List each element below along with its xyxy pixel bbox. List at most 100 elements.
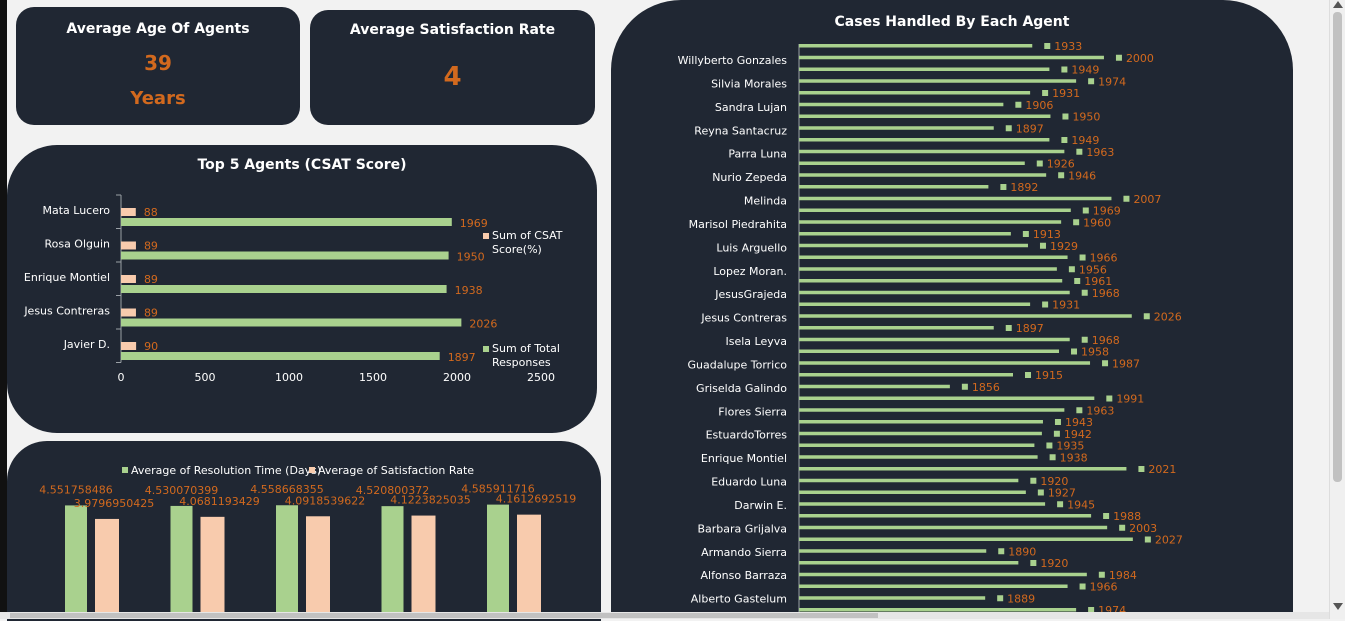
- cases-data-label: 1927: [1048, 487, 1076, 500]
- cases-data-label: 1991: [1116, 393, 1144, 406]
- scroll-down-arrow-icon[interactable]: [1333, 603, 1343, 610]
- resolution-time-data-label: 4.551758486: [39, 483, 112, 496]
- cases-data-label: 1961: [1084, 275, 1112, 288]
- cases-bar-marker: [1049, 454, 1056, 461]
- satisfaction-rate-data-label: 4.1223825035: [390, 494, 470, 507]
- cases-data-label: 1890: [1008, 545, 1036, 558]
- resolution-time-bar: [381, 506, 404, 613]
- cases-data-label: 1968: [1092, 334, 1120, 347]
- cases-category-label: Willyberto Gonzales: [678, 54, 788, 67]
- satisfaction-rate-bar: [200, 516, 225, 613]
- cases-category-label: Armando Sierra: [701, 546, 787, 559]
- resolution-time-data-label: 4.558668355: [250, 483, 323, 496]
- cases-bar-marker: [1068, 266, 1075, 273]
- cases-data-label: 1892: [1010, 181, 1038, 194]
- cases-bar-marker: [997, 595, 1004, 602]
- cases-data-label: 1935: [1056, 440, 1084, 453]
- top5-category-label: Javier D.: [63, 338, 110, 351]
- cases-category-label: Alfonso Barraza: [700, 569, 787, 582]
- top5-x-tick-label: 1000: [275, 371, 303, 384]
- cases-bar: [799, 196, 1112, 201]
- cases-bar-marker: [961, 383, 968, 390]
- cases-data-label: 1938: [1060, 451, 1088, 464]
- cases-category-label: Sandra Lujan: [715, 101, 787, 114]
- cases-bar-marker: [1005, 325, 1012, 331]
- cases-data-label: 1974: [1098, 604, 1126, 612]
- cases-bar: [799, 408, 1065, 412]
- cases-bar: [799, 384, 950, 389]
- kpi-average-age-unit: Years: [130, 88, 186, 109]
- cases-bar: [799, 208, 1071, 212]
- kpi-average-age-value: 39: [144, 51, 172, 75]
- top5-category-label: Jesus Contreras: [23, 305, 110, 318]
- top5-x-tick-label: 2000: [443, 371, 471, 384]
- kpi-average-age-title: Average Age Of Agents: [66, 21, 250, 37]
- cases-bar: [799, 185, 989, 189]
- cases-bar: [799, 490, 1026, 494]
- top5-responses-data-label: 1950: [457, 251, 485, 264]
- cases-bar: [799, 79, 1077, 83]
- resolution-legend-label: Average of Satisfaction Rate: [318, 464, 474, 477]
- cases-category-label: Alberto Gastelum: [691, 593, 787, 606]
- cases-category-label: Flores Sierra: [718, 405, 787, 418]
- horizontal-scroll-thumb[interactable]: [10, 613, 878, 618]
- horizontal-scrollbar[interactable]: [0, 612, 1329, 619]
- cases-data-label: 1969: [1093, 205, 1121, 218]
- top5-agents-chart-card: Top 5 Agents (CSAT Score) Mata Lucero 88 1…: [7, 145, 597, 433]
- cases-bar-marker: [1079, 254, 1086, 261]
- cases-data-label: 1942: [1064, 428, 1092, 441]
- cases-bar: [799, 525, 1108, 530]
- resolution-time-bar: [276, 505, 298, 613]
- cases-bar: [799, 431, 1042, 436]
- cases-bar-marker: [1076, 148, 1083, 155]
- cases-bar: [799, 91, 1031, 95]
- cases-bar: [799, 337, 1070, 342]
- cases-data-label: 1931: [1052, 299, 1080, 312]
- cases-bar: [799, 126, 994, 130]
- cases-bar: [799, 67, 1050, 71]
- kpi-average-satisfaction-card: Average Satisfaction Rate 4: [310, 10, 595, 125]
- cases-bar: [799, 455, 1038, 459]
- cases-bar-marker: [1039, 242, 1046, 249]
- top5-x-tick-label: 2500: [527, 371, 555, 384]
- cases-bar: [799, 267, 1057, 271]
- top5-csat-data-label: 89: [144, 273, 158, 286]
- cases-data-label: 1968: [1092, 287, 1120, 300]
- cases-bar: [799, 373, 1013, 377]
- resolution-chart-svg: Average of Resolution Time (Days)Average…: [39, 464, 576, 613]
- vertical-scroll-thumb[interactable]: [1333, 12, 1342, 482]
- satisfaction-rate-bar: [517, 514, 541, 613]
- cases-data-label: 1856: [972, 381, 1000, 394]
- cases-category-label: Luis Arguello: [716, 241, 787, 254]
- cases-bar: [799, 102, 1004, 107]
- cases-data-label: 1963: [1086, 404, 1114, 417]
- top5-responses-bar: [121, 318, 462, 327]
- resolution-time-bar: [65, 505, 87, 613]
- cases-bar: [799, 220, 1062, 224]
- cases-bar: [799, 114, 1051, 118]
- cases-data-label: 1920: [1040, 557, 1068, 570]
- scroll-up-arrow-icon[interactable]: [1333, 1, 1343, 8]
- cases-bar: [799, 55, 1104, 60]
- cases-bar: [799, 290, 1070, 295]
- top5-legend-swatch: [483, 346, 489, 352]
- cases-bar: [799, 561, 1019, 565]
- cases-data-label: 1926: [1047, 158, 1075, 171]
- cases-category-label: Melinda: [744, 195, 787, 208]
- cases-data-label: 1987: [1112, 357, 1140, 370]
- kpi-average-satisfaction-title: Average Satisfaction Rate: [349, 22, 556, 38]
- cases-category-label: EstuardoTorres: [706, 429, 788, 442]
- cases-bar-marker: [1088, 607, 1095, 612]
- cases-bar-marker: [1103, 513, 1110, 519]
- cases-data-label: 1943: [1065, 416, 1093, 429]
- vertical-scrollbar[interactable]: [1329, 0, 1345, 619]
- cases-bar: [799, 279, 1063, 283]
- cases-data-label: 2027: [1155, 534, 1183, 547]
- cases-data-label: 1946: [1068, 169, 1096, 182]
- cases-category-label: Lopez Moran.: [713, 265, 787, 278]
- resolution-time-bar: [170, 505, 193, 613]
- satisfaction-rate-bar: [306, 516, 330, 613]
- cases-bar: [799, 161, 1025, 165]
- cases-bar-marker: [1025, 372, 1031, 378]
- cases-category-label: Jesus Contreras: [700, 312, 787, 325]
